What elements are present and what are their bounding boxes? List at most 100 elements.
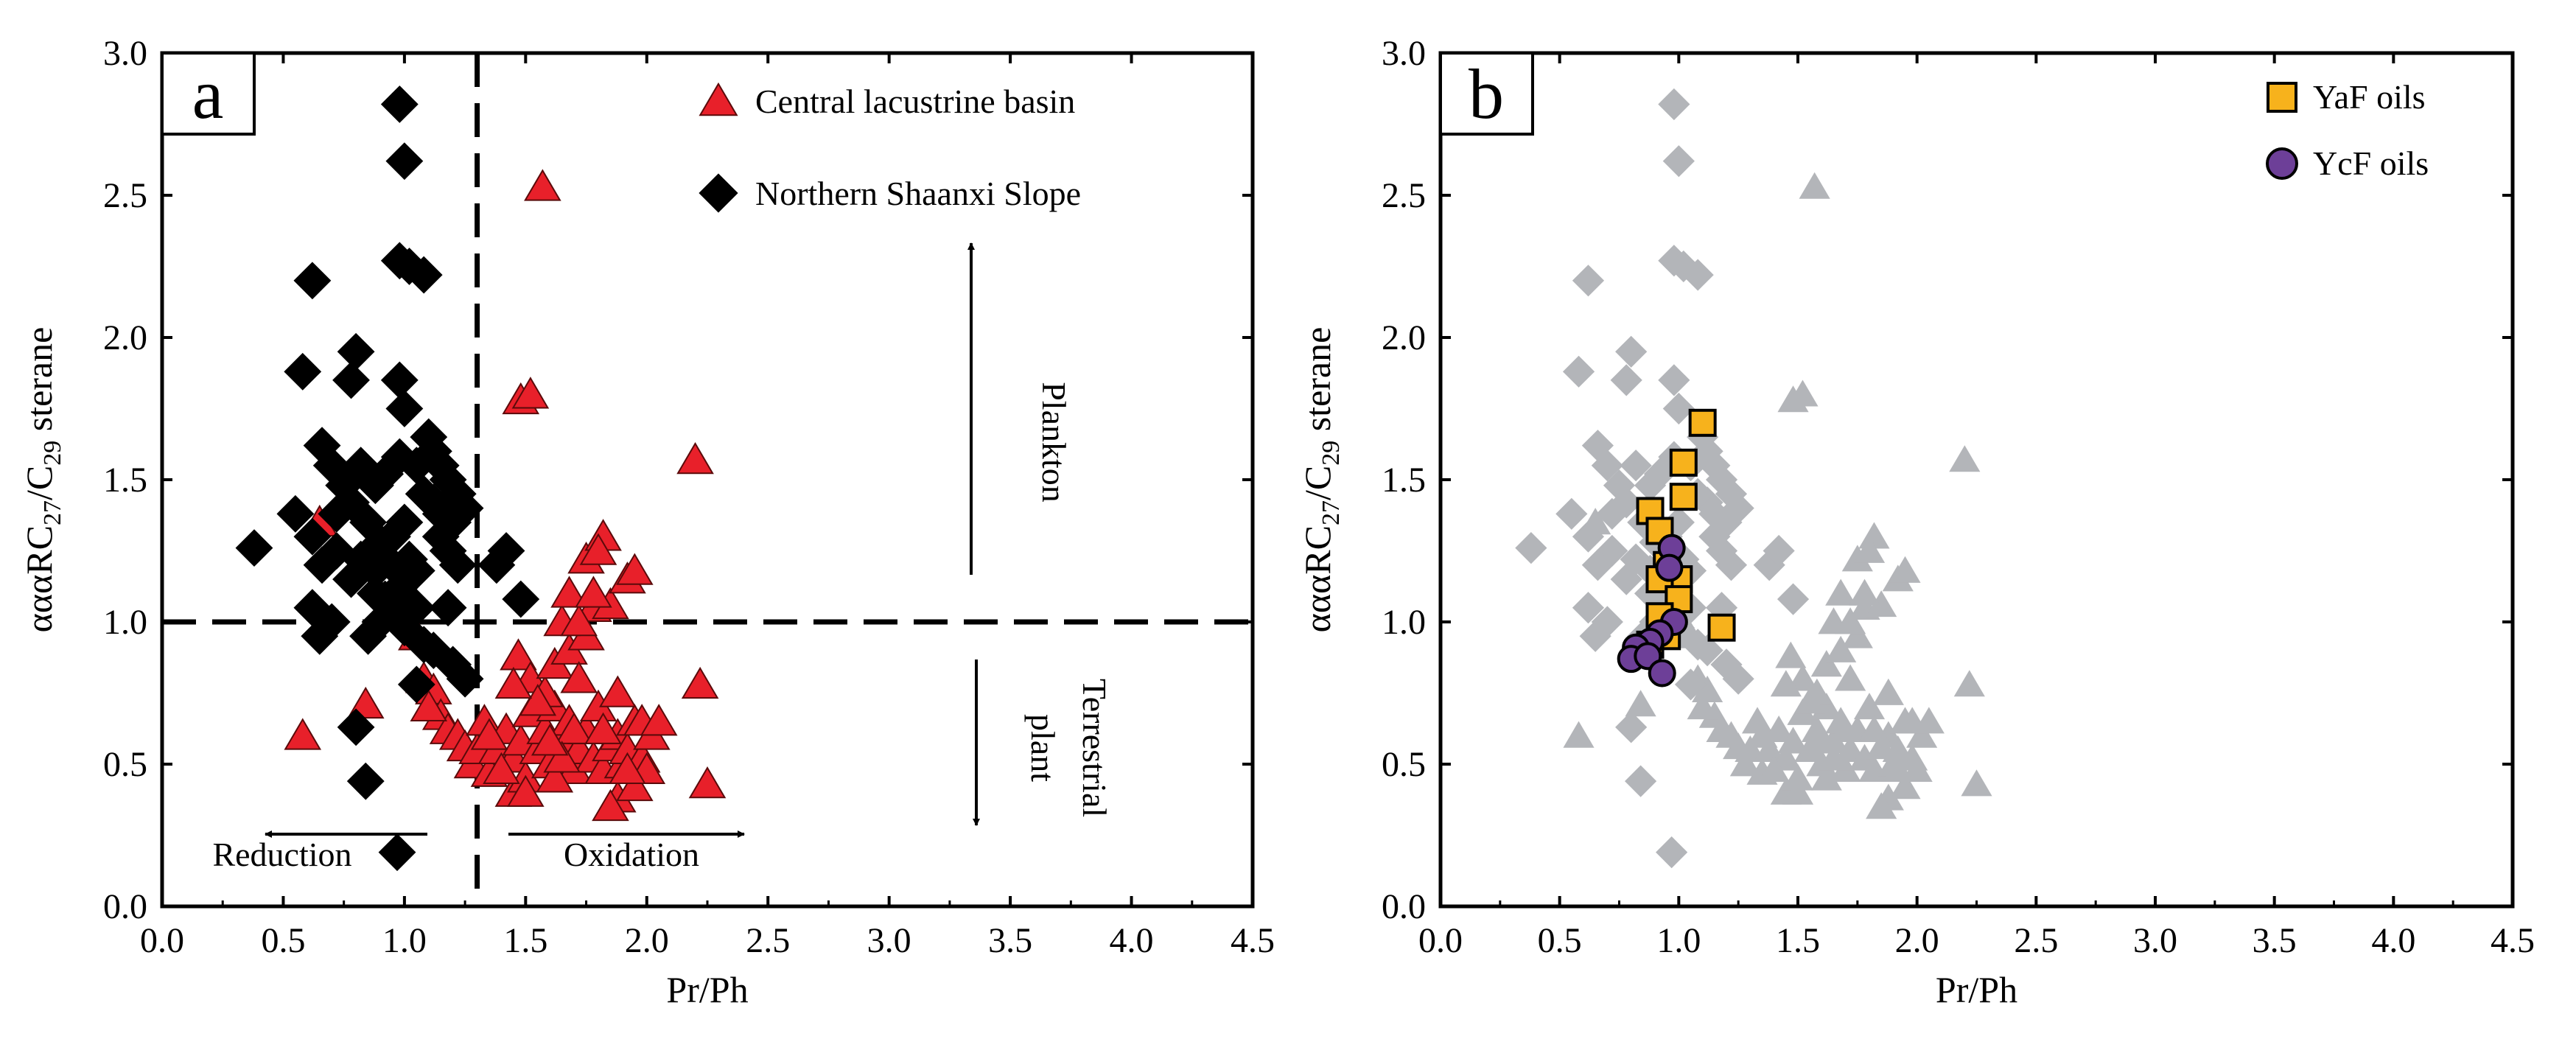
- data-point-diamond: [357, 574, 394, 612]
- x-tick-label: 0.0: [140, 921, 184, 960]
- panel-label-box: b: [1439, 52, 1534, 136]
- legend-item-northern-shaanxi: Northern Shaanxi Slope: [699, 173, 1081, 213]
- background-point-diamond: [1572, 592, 1605, 624]
- background-point-diamond: [1615, 335, 1648, 368]
- data-point-triangle: [575, 576, 612, 608]
- background-point-triangle: [1841, 621, 1873, 648]
- background-point-triangle: [1687, 693, 1718, 720]
- data-point-diamond: [487, 532, 525, 570]
- background-point-triangle: [1806, 727, 1838, 754]
- annotations: Plankton Terrestrial plant Reduction Oxi…: [212, 242, 1113, 873]
- background-point-diamond: [1662, 392, 1695, 425]
- background-point-triangle: [1754, 735, 1785, 763]
- background-point-diamond: [1572, 265, 1605, 297]
- legend-marker-circle: [2266, 147, 2298, 180]
- background-point-diamond: [1572, 520, 1605, 553]
- background-point-triangle: [1913, 707, 1945, 734]
- data-point-diamond: [332, 361, 370, 399]
- panel-label: b: [1469, 55, 1504, 133]
- data-point-diamond: [385, 142, 424, 181]
- background-point-triangle: [1853, 693, 1886, 720]
- terrestrial-label-line1: Terrestrial: [1076, 679, 1113, 817]
- data-point-triangle: [616, 553, 654, 585]
- y-tick-label: 2.5: [103, 176, 147, 215]
- background-point-triangle: [1799, 172, 1830, 199]
- data-point-diamond: [378, 833, 416, 872]
- data-point-diamond: [312, 603, 351, 641]
- data-point-diamond: [397, 665, 435, 704]
- background-point-diamond: [1715, 549, 1748, 581]
- y-tick-label: 2.5: [1382, 176, 1426, 215]
- data-point-diamond: [284, 352, 322, 391]
- background-point-triangle: [1775, 641, 1807, 668]
- data-point-triangle: [560, 604, 598, 637]
- y-tick-label: 0.5: [1382, 745, 1426, 784]
- background-point-triangle: [1810, 650, 1842, 677]
- legend: Central lacustrine basin Northern Shaanx…: [699, 82, 1081, 213]
- background-point-triangle: [1770, 670, 1802, 697]
- background-point-triangle: [1729, 749, 1761, 777]
- legend-item-ycf-oils: YcF oils: [2266, 144, 2429, 182]
- background-point-diamond: [1634, 469, 1667, 502]
- legend-label: Northern Shaanxi Slope: [755, 175, 1081, 212]
- legend: YaF oils YcF oils: [2266, 78, 2429, 182]
- x-tick-label: 3.5: [2253, 921, 2297, 960]
- background-points: [1515, 88, 1992, 869]
- background-point-diamond: [1625, 765, 1657, 797]
- data-point-square: [1669, 448, 1698, 477]
- data-point-triangle: [519, 684, 557, 716]
- background-point-triangle: [1853, 536, 1886, 563]
- background-point-triangle: [1830, 715, 1861, 742]
- data-point-triangle: [500, 638, 537, 671]
- background-point-diamond: [1658, 88, 1690, 121]
- y-tick-label: 1.0: [103, 603, 147, 642]
- legend-label: Central lacustrine basin: [755, 83, 1075, 120]
- background-point-diamond: [1656, 836, 1688, 869]
- background-point-diamond: [1591, 606, 1623, 638]
- data-points: [1617, 408, 1736, 688]
- background-point-triangle: [1835, 664, 1866, 691]
- background-point-triangle: [1872, 678, 1904, 705]
- data-point-diamond: [276, 494, 315, 533]
- y-tick-label: 1.5: [1382, 461, 1426, 500]
- background-point-diamond: [1620, 449, 1652, 482]
- legend-item-central-lacustrine: Central lacustrine basin: [699, 82, 1075, 120]
- data-point-diamond: [337, 332, 375, 371]
- data-point-square: [1669, 483, 1698, 511]
- background-point-triangle: [1889, 772, 1921, 800]
- data-point-triangle: [511, 377, 550, 409]
- data-point-diamond: [397, 589, 435, 627]
- data-point-triangle: [584, 712, 622, 744]
- data-point-triangle: [494, 666, 533, 699]
- background-point-diamond: [1610, 364, 1642, 396]
- background-point-triangle: [1906, 721, 1938, 748]
- series-triangle: [284, 169, 727, 822]
- x-tick-label: 2.5: [746, 921, 790, 960]
- data-point-diamond: [337, 708, 375, 746]
- data-point-diamond: [421, 494, 460, 533]
- background-point-triangle: [1787, 664, 1819, 691]
- background-point-triangle: [1866, 590, 1897, 618]
- background-point-diamond: [1515, 532, 1547, 564]
- background-point-triangle: [1782, 763, 1814, 791]
- background-point-triangle: [1782, 777, 1814, 805]
- background-point-diamond: [1581, 549, 1614, 581]
- background-point-triangle: [1889, 556, 1921, 583]
- x-tick-labels: 0.0 0.5 1.0 1.5 2.0 2.5 3.0 3.5 4.0 4.5: [1418, 921, 2535, 960]
- data-point-diamond: [303, 546, 341, 584]
- data-points: [235, 85, 727, 872]
- data-point-triangle: [688, 766, 727, 799]
- data-point-diamond: [346, 762, 385, 800]
- background-point-diamond: [1615, 711, 1648, 744]
- data-point-diamond: [385, 503, 424, 542]
- data-point-diamond: [293, 262, 332, 300]
- legend-marker-square: [2267, 82, 2297, 113]
- data-point-square: [1688, 408, 1717, 437]
- plankton-label: Plankton: [1035, 382, 1073, 503]
- legend-label: YcF oils: [2313, 144, 2429, 182]
- data-point-triangle: [410, 689, 448, 722]
- background-point-triangle: [1625, 690, 1656, 717]
- legend-item-yaf-oils: YaF oils: [2267, 78, 2426, 116]
- x-tick-label: 1.0: [1656, 921, 1701, 960]
